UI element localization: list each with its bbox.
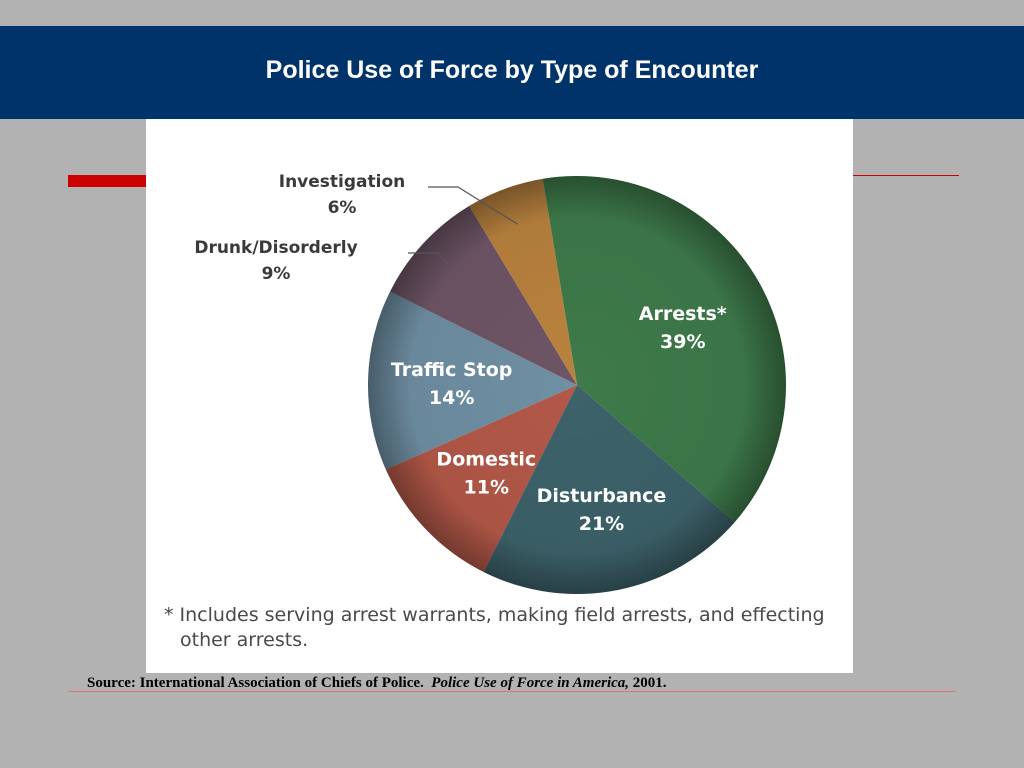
slice-label-disturbance: Disturbance	[537, 485, 667, 507]
slice-value-investigation: 6%	[328, 198, 357, 218]
slice-value-domestic: 11%	[464, 477, 509, 499]
source-rule	[68, 691, 956, 692]
leader-line-drunk-disorderly	[408, 252, 452, 270]
slice-value-traffic-stop: 14%	[429, 387, 474, 409]
slice-value-drunk-disorderly: 9%	[262, 264, 291, 284]
slice-value-disturbance: 21%	[579, 513, 624, 535]
slice-value-arrests: 39%	[660, 331, 705, 353]
chart-panel: Arrests* 39% Disturbance 21% Domestic 11% Traf…	[146, 119, 853, 673]
slice-label-arrests: Arrests*	[639, 303, 727, 325]
pie-shading	[368, 176, 786, 594]
source-year: 2001.	[632, 675, 667, 691]
slice-label-domestic: Domestic	[436, 449, 536, 471]
accent-line	[852, 175, 959, 176]
source-prefix: Source: International Association of Chi…	[87, 675, 424, 691]
leader-line-investigation	[428, 186, 518, 225]
accent-bar	[68, 175, 148, 187]
title-bar: Police Use of Force by Type of Encounter	[0, 26, 1024, 119]
source-citation: Source: International Association of Chi…	[87, 675, 667, 692]
slice-label-investigation: Investigation	[279, 172, 406, 192]
slice-label-traffic-stop: Traffic Stop	[391, 359, 513, 381]
source-title: Police Use of Force in America,	[431, 675, 630, 691]
chart-footnote: * Includes serving arrest warrants, maki…	[164, 604, 825, 651]
pie-chart: Arrests* 39% Disturbance 21% Domestic 11% Traf…	[194, 172, 786, 594]
page-title: Police Use of Force by Type of Encounter	[265, 56, 759, 84]
slice-label-drunk-disorderly: Drunk/Disorderly	[194, 238, 357, 258]
